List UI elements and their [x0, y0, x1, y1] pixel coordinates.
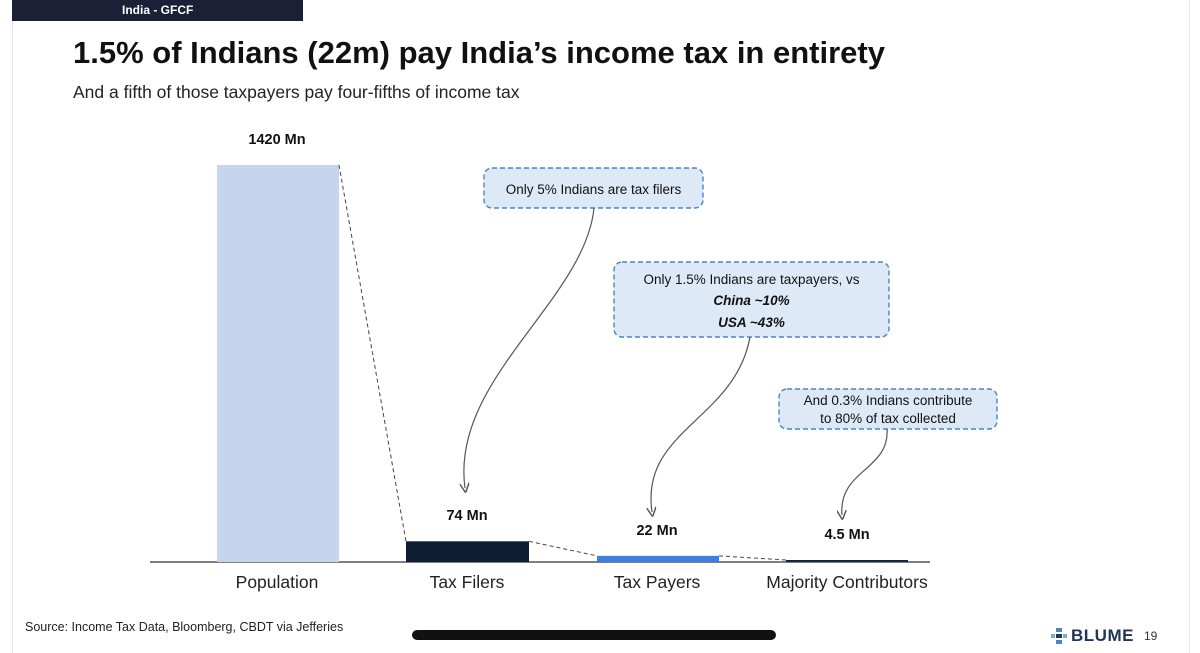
- category-label-1: Tax Filers: [430, 572, 505, 592]
- category-label-0: Population: [236, 572, 319, 592]
- data-label-2: 22 Mn: [636, 523, 677, 539]
- bar-3: [786, 560, 908, 562]
- bar-2: [597, 555, 719, 562]
- callout-arrow-0: [464, 207, 595, 488]
- horizontal-scrollbar[interactable]: [412, 630, 776, 640]
- category-label-2: Tax Payers: [614, 572, 701, 592]
- brand: BLUME 19: [1050, 625, 1157, 647]
- callout-box-1: [613, 261, 890, 338]
- section-tag: India - GFCF: [12, 0, 303, 21]
- funnel-connector-0: [338, 164, 407, 542]
- callout-text-1-2: USA ~43%: [718, 315, 785, 330]
- data-label-1: 74 Mn: [446, 508, 487, 524]
- bar-1: [406, 541, 529, 562]
- callout-text-2-1: to 80% of tax collected: [820, 411, 956, 426]
- funnel-connector-2: [718, 555, 787, 561]
- callout-text-1-1: China ~10%: [713, 293, 789, 308]
- bar-0: [217, 165, 339, 562]
- data-label-0: 1420 Mn: [248, 132, 305, 148]
- callout-arrow-2: [842, 428, 888, 515]
- category-label-3: Majority Contributors: [766, 572, 928, 592]
- callout-text-2-0: And 0.3% Indians contribute: [804, 393, 973, 408]
- slide: [12, 0, 1190, 653]
- callout-text-1-0: Only 1.5% Indians are taxpayers, vs: [643, 272, 859, 287]
- callout-text-0-0: Only 5% Indians are tax filers: [506, 182, 682, 197]
- page-number: 19: [1143, 629, 1158, 643]
- slide-subtitle: And a fifth of those taxpayers pay four-…: [73, 82, 520, 102]
- brand-name: BLUME: [1071, 626, 1134, 645]
- callout-arrow-1: [651, 336, 751, 512]
- blume-logo-icon: [1051, 628, 1067, 644]
- source-note: Source: Income Tax Data, Bloomberg, CBDT…: [25, 620, 344, 634]
- slide-title: 1.5% of Indians (22m) pay India’s income…: [73, 35, 885, 70]
- callout-box-2: [778, 388, 998, 430]
- data-label-3: 4.5 Mn: [824, 527, 869, 543]
- funnel-connector-1: [528, 540, 598, 557]
